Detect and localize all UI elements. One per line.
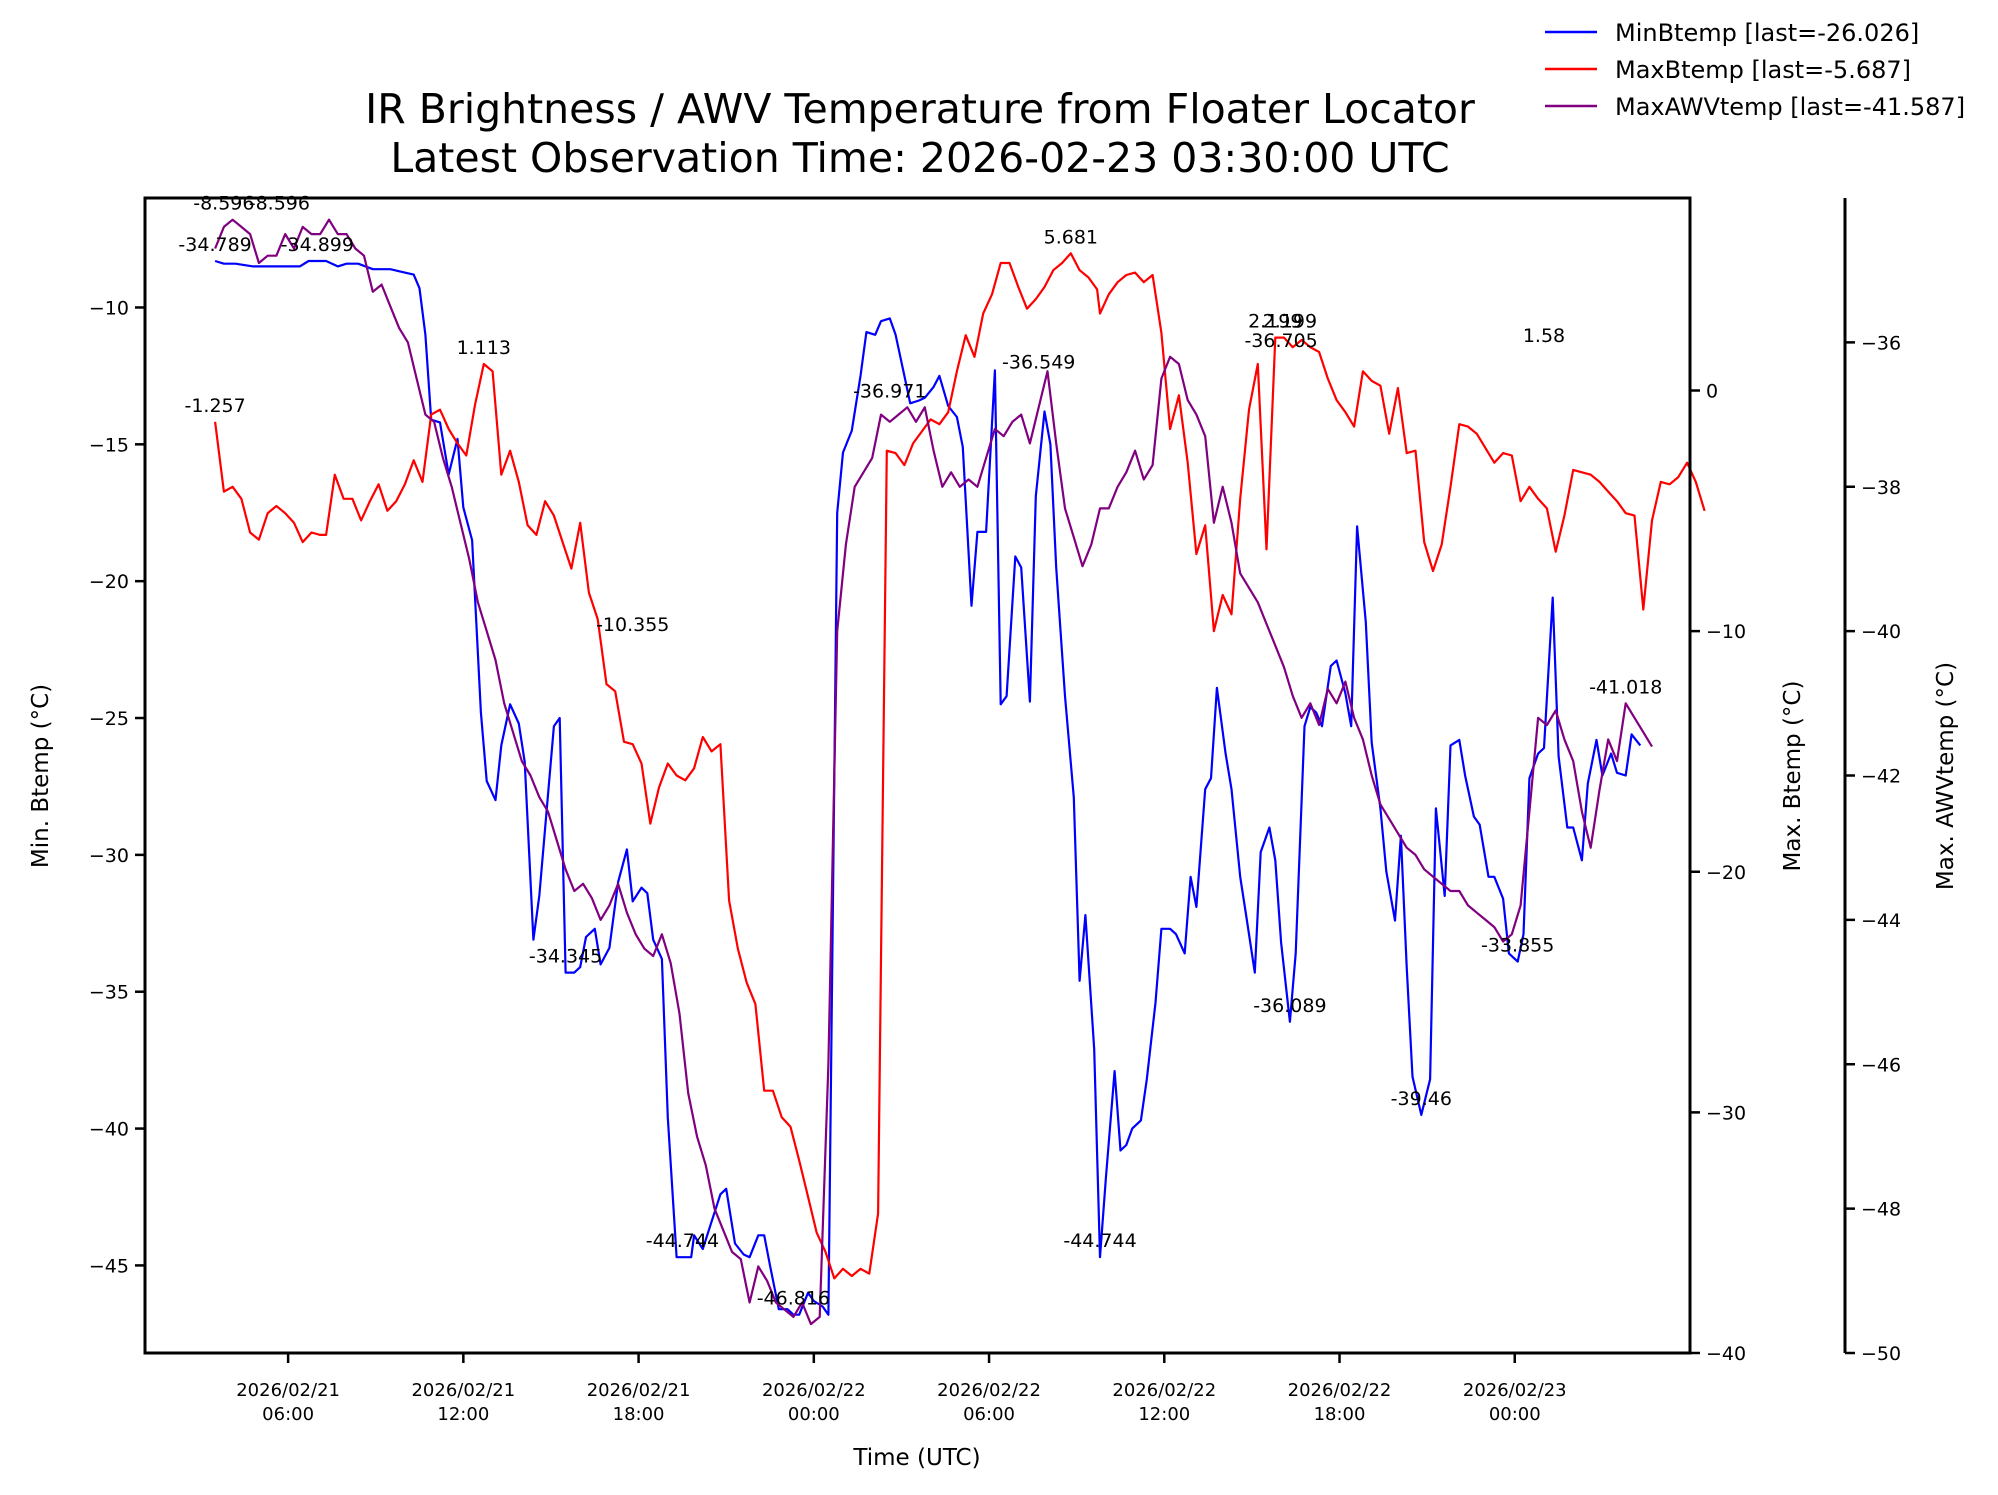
y-axis-label-far-right: Max. AWVtemp (°C): [1933, 662, 1959, 890]
y-tick-label-left: −20: [89, 571, 129, 593]
y-tick-label-left: −40: [89, 1119, 129, 1141]
x-tick-label-date: 2026/02/22: [937, 1380, 1041, 1401]
series-line-minbtemp: [214, 259, 1642, 1316]
y-tick-label-right: −10: [1706, 621, 1746, 643]
x-tick-label-date: 2026/02/21: [411, 1380, 515, 1401]
data-annotation: -33.855: [1481, 935, 1554, 957]
data-annotation: -34.789: [178, 234, 251, 256]
data-annotation: -36.549: [1002, 351, 1075, 373]
y-tick-label-left: −25: [89, 708, 129, 730]
data-annotation: -1.257: [184, 395, 245, 417]
x-tick-label-time: 12:00: [1138, 1404, 1190, 1425]
y-tick-label-left: −30: [89, 845, 129, 867]
y-tick-label-far-right: −42: [1861, 766, 1901, 788]
data-annotation: -41.018: [1589, 676, 1662, 698]
data-annotation: -34.899: [281, 234, 354, 256]
x-tick-label-time: 00:00: [1489, 1404, 1541, 1425]
y-axis-label-left: Min. Btemp (°C): [28, 684, 54, 868]
y-tick-label-left: −10: [89, 297, 129, 319]
data-annotation: -44.744: [1063, 1230, 1136, 1252]
y-tick-label-left: −35: [89, 982, 129, 1004]
y-tick-label-far-right: −50: [1861, 1343, 1901, 1365]
y-tick-label-far-right: −44: [1861, 910, 1901, 932]
legend: MinBtemp [last=-26.026] MaxBtemp [last=-…: [1545, 19, 1965, 121]
y-tick-label-right: −40: [1706, 1343, 1746, 1365]
legend-item-maxbtemp: MaxBtemp [last=-5.687]: [1545, 56, 1911, 84]
y-tick-label-far-right: −48: [1861, 1199, 1901, 1221]
y-tick-label-far-right: −38: [1861, 477, 1901, 499]
y-tick-label-far-right: −46: [1861, 1054, 1901, 1076]
chart-title: IR Brightness / AWV Temperature from Flo…: [365, 85, 1475, 133]
x-tick-label-date: 2026/02/22: [1112, 1380, 1216, 1401]
x-tick-label-date: 2026/02/23: [1463, 1380, 1567, 1401]
data-annotation: 2.199: [1248, 311, 1302, 333]
x-tick-label-time: 18:00: [613, 1404, 665, 1425]
y-tick-label-far-right: −40: [1861, 621, 1901, 643]
legend-label-maxbtemp: MaxBtemp [last=-5.687]: [1615, 56, 1911, 84]
data-annotation: -34.345: [529, 946, 602, 968]
x-tick-label-time: 12:00: [437, 1404, 489, 1425]
data-annotation: -10.355: [596, 614, 669, 636]
series-line-maxawvtemp: [214, 218, 1653, 1326]
y-axis-label-right: Max. Btemp (°C): [1780, 681, 1806, 872]
y-tick-label-right: 0: [1706, 381, 1718, 403]
x-axis-label: Time (UTC): [852, 1445, 980, 1471]
data-annotation: 1.113: [457, 337, 511, 359]
axes-layer: −10 −15 −20 −25 −30 −35 −40 −45 0 −10 −20 −30 −40 −36…: [89, 198, 1901, 1425]
y-tick-label-right: −20: [1706, 862, 1746, 884]
series-layer: [214, 218, 1706, 1326]
y-tick-label-left: −45: [89, 1255, 129, 1277]
x-tick-label-date: 2026/02/22: [762, 1380, 866, 1401]
y-tick-label-left: −15: [89, 434, 129, 456]
legend-item-minbtemp: MinBtemp [last=-26.026]: [1545, 19, 1919, 47]
data-annotation: -39.46: [1391, 1088, 1452, 1110]
data-annotation: -36.705: [1244, 330, 1317, 352]
data-annotation: -46.816: [757, 1288, 830, 1310]
data-annotation: -36.089: [1253, 995, 1326, 1017]
legend-label-maxawvtemp: MaxAWVtemp [last=-41.587]: [1615, 93, 1965, 121]
x-tick-label-date: 2026/02/22: [1288, 1380, 1392, 1401]
x-tick-label-time: 06:00: [963, 1404, 1015, 1425]
x-tick-label-time: 00:00: [788, 1404, 840, 1425]
x-tick-label-date: 2026/02/21: [236, 1380, 340, 1401]
data-annotation: -8.596: [193, 193, 254, 215]
series-line-maxbtemp: [214, 252, 1706, 1280]
annotation-layer: -34.789 -34.899 -8.596-8.596 -1.257 1.113 -10…: [178, 193, 1662, 1310]
plot-frame: [143, 196, 1692, 1355]
data-annotation: -44.744: [646, 1230, 719, 1252]
x-tick-label-time: 06:00: [262, 1404, 314, 1425]
data-annotation: 5.681: [1044, 226, 1098, 248]
x-tick-label-date: 2026/02/21: [587, 1380, 691, 1401]
y-tick-label-right: −30: [1706, 1102, 1746, 1124]
legend-item-maxawvtemp: MaxAWVtemp [last=-41.587]: [1545, 93, 1965, 121]
chart-subtitle: Latest Observation Time: 2026-02-23 03:3…: [390, 134, 1449, 182]
y-tick-label-far-right: −36: [1861, 332, 1901, 354]
data-annotation: -36.971: [853, 380, 926, 402]
data-annotation: -8.596: [249, 193, 310, 215]
data-annotation: 1.58: [1523, 325, 1565, 347]
data-annotation: 2.199: [1263, 311, 1317, 333]
legend-label-minbtemp: MinBtemp [last=-26.026]: [1615, 19, 1919, 47]
x-tick-label-time: 18:00: [1314, 1404, 1366, 1425]
